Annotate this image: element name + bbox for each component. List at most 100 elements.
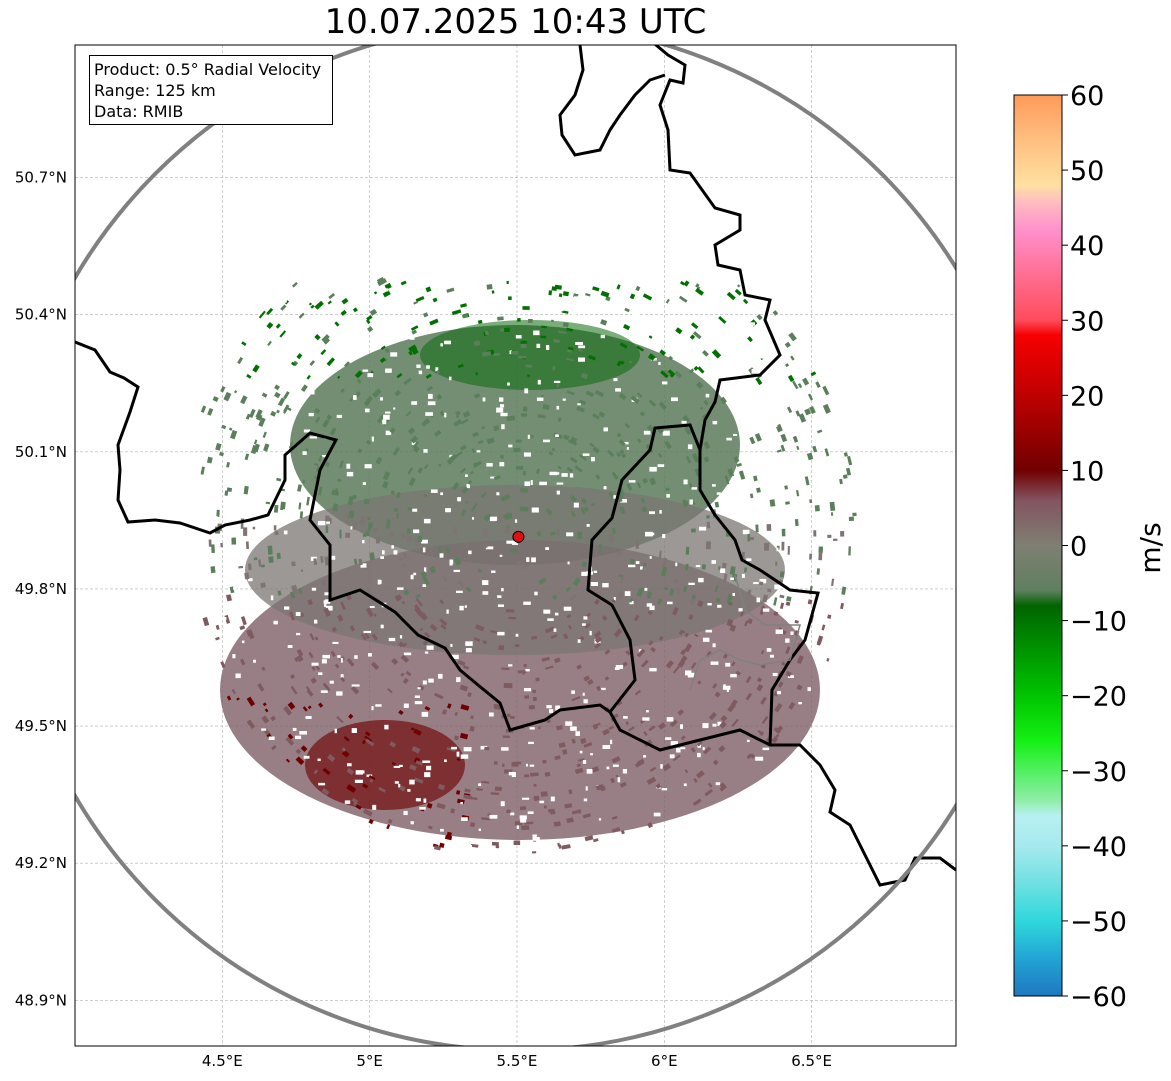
echo-gap [756, 313, 759, 317]
echo-gap [346, 471, 354, 477]
echo-gap [367, 653, 372, 657]
echo-gap [282, 509, 289, 514]
echo-pixel [551, 447, 556, 452]
echo-pixel [244, 453, 250, 461]
echo-pixel [592, 446, 600, 454]
echo-gap [235, 673, 241, 679]
echo-gap [818, 425, 824, 431]
echo-pixel [792, 380, 799, 390]
echo-gap [726, 689, 729, 692]
echo-gap [460, 842, 469, 845]
echo-pixel [722, 653, 728, 659]
echo-gap [523, 601, 531, 605]
echo-pixel [777, 423, 783, 431]
echo-pixel [225, 594, 232, 602]
echo-pixel [429, 318, 439, 326]
echo-gap [702, 637, 710, 642]
echo-gap [683, 783, 687, 787]
echo-pixel [236, 697, 240, 701]
echo-pixel [557, 330, 567, 335]
echo-gap [427, 401, 436, 406]
echo-pixel [696, 381, 704, 390]
echo-gap [437, 673, 443, 679]
echo-pixel [790, 355, 795, 361]
echo-gap [387, 322, 392, 328]
echo-pixel [432, 297, 438, 303]
echo-pixel [796, 684, 803, 691]
y-axis-ticks: 50.7°N50.4°N50.1°N49.8°N49.5°N49.2°N48.9… [15, 169, 67, 1010]
echo-pixel [471, 503, 478, 512]
echo-gap [372, 804, 377, 810]
echo-pixel [747, 336, 754, 343]
echo-pixel [567, 349, 573, 353]
colorbar-tick-label: 40 [1070, 231, 1104, 262]
echo-gap [644, 587, 648, 591]
echo-pixel [307, 705, 312, 710]
echo-pixel [785, 670, 792, 677]
echo-pixel [463, 665, 470, 670]
echo-pixel [437, 783, 446, 791]
echo-gap [264, 342, 269, 346]
echo-pixel [474, 393, 481, 399]
echo-gap [465, 641, 473, 646]
echo-pixel [562, 322, 569, 328]
echo-pixel [441, 575, 448, 583]
echo-pixel [804, 408, 812, 416]
echo-pixel [498, 645, 505, 651]
echo-pixel [580, 507, 586, 515]
echo-pixel [840, 531, 845, 537]
echo-pixel [665, 487, 670, 492]
echo-pixel [558, 742, 566, 748]
echo-pixel [556, 725, 563, 731]
echo-gap [582, 623, 586, 626]
echo-gap [715, 782, 721, 786]
colorbar-tick-label: −50 [1070, 907, 1127, 938]
echo-pixel [715, 597, 721, 603]
echo-pixel [294, 657, 299, 662]
echo-pixel [380, 345, 386, 350]
echo-pixel [387, 688, 393, 694]
echo-pixel [839, 478, 843, 485]
echo-gap [422, 760, 431, 763]
echo-gap [255, 318, 263, 322]
echo-pixel [264, 708, 269, 713]
echo-pixel [761, 715, 769, 724]
echo-pixel [467, 692, 472, 698]
echo-pixel [390, 490, 396, 495]
echo-pixel [755, 377, 763, 386]
echo-gap [523, 688, 532, 692]
echo-pixel [592, 413, 600, 420]
echo-pixel [366, 319, 371, 325]
echo-pixel [352, 307, 358, 313]
echo-gap [394, 781, 399, 784]
echo-pixel [727, 468, 735, 478]
echo-pixel [453, 735, 459, 741]
echo-pixel [797, 383, 803, 389]
echo-pixel [749, 753, 756, 759]
echo-gap [324, 602, 327, 607]
echo-pixel [604, 676, 610, 681]
echo-gap [288, 333, 294, 337]
echo-gap [238, 439, 245, 443]
echo-gap [409, 779, 415, 785]
echo-gap [472, 840, 475, 844]
echo-pixel [283, 406, 289, 414]
echo-gap [500, 801, 505, 807]
echo-pixel [348, 713, 354, 720]
echo-pixel [517, 670, 527, 674]
echo-pixel [636, 392, 643, 398]
echo-gap [691, 487, 697, 490]
echo-gap [498, 397, 504, 402]
echo-gap [807, 687, 811, 692]
echo-gap [524, 388, 529, 394]
echo-gap [421, 539, 428, 544]
echo-pixel [321, 334, 330, 343]
echo-gap [687, 444, 693, 450]
radar-site-marker[interactable] [512, 530, 525, 543]
echo-gap [707, 603, 712, 606]
echo-pixel [779, 602, 785, 610]
echo-gap [811, 587, 819, 592]
echo-pixel [705, 541, 711, 550]
